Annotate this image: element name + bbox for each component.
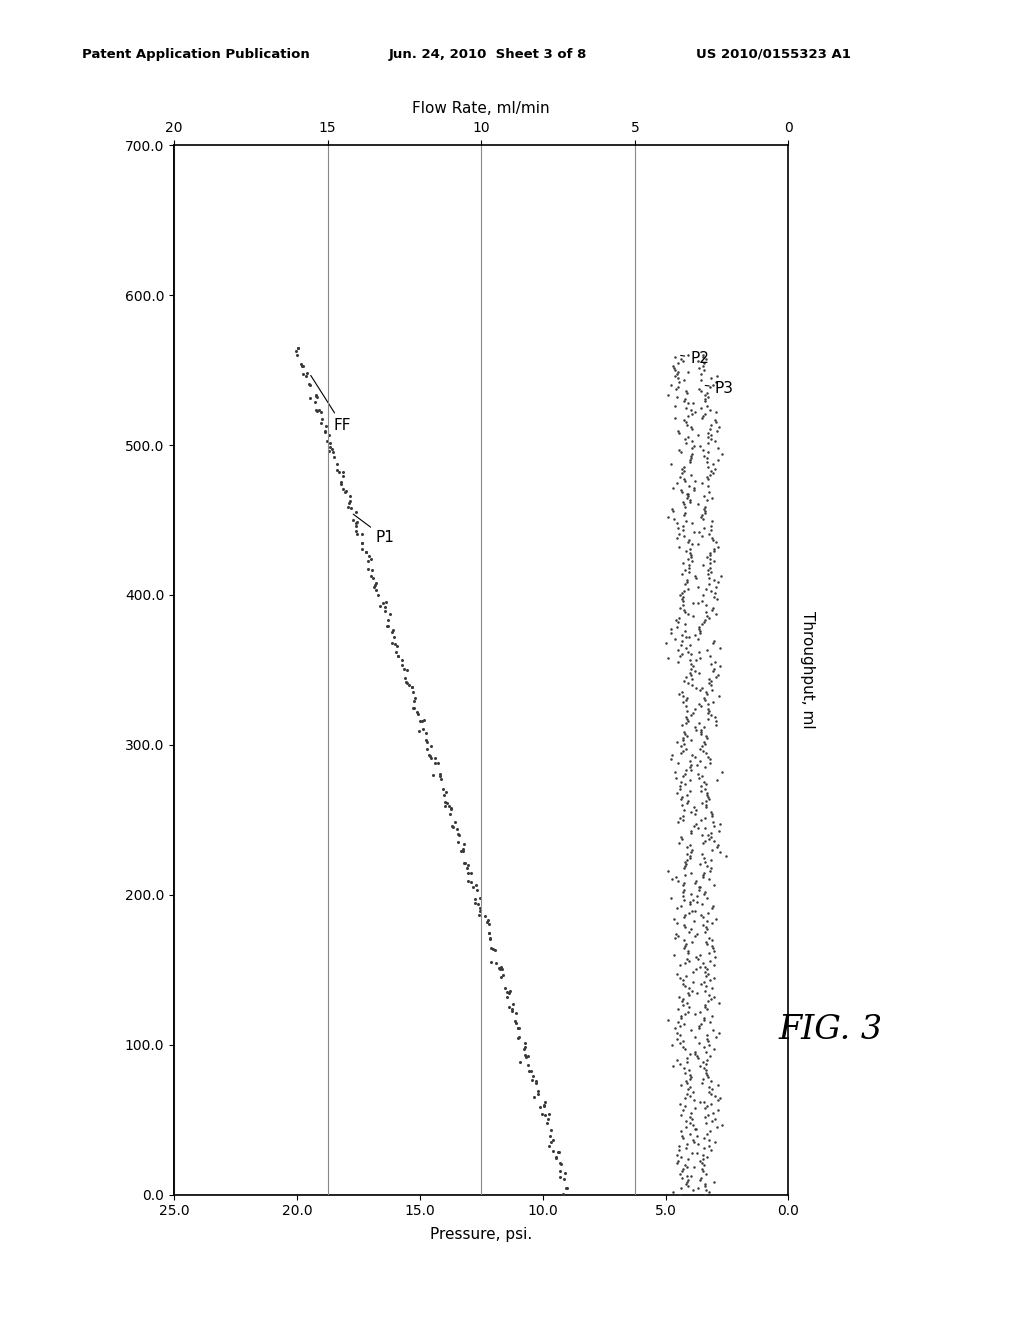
Text: US 2010/0155323 A1: US 2010/0155323 A1 (696, 48, 851, 61)
Y-axis label: Throughput, ml: Throughput, ml (800, 611, 814, 729)
Text: P3: P3 (706, 380, 734, 396)
Text: FIG. 3: FIG. 3 (778, 1014, 883, 1045)
X-axis label: Flow Rate, ml/min: Flow Rate, ml/min (413, 102, 550, 116)
X-axis label: Pressure, psi.: Pressure, psi. (430, 1226, 532, 1242)
Text: Jun. 24, 2010  Sheet 3 of 8: Jun. 24, 2010 Sheet 3 of 8 (389, 48, 588, 61)
Text: FF: FF (310, 375, 351, 433)
Text: P1: P1 (353, 515, 394, 545)
Text: P2: P2 (681, 351, 709, 366)
Text: Patent Application Publication: Patent Application Publication (82, 48, 309, 61)
